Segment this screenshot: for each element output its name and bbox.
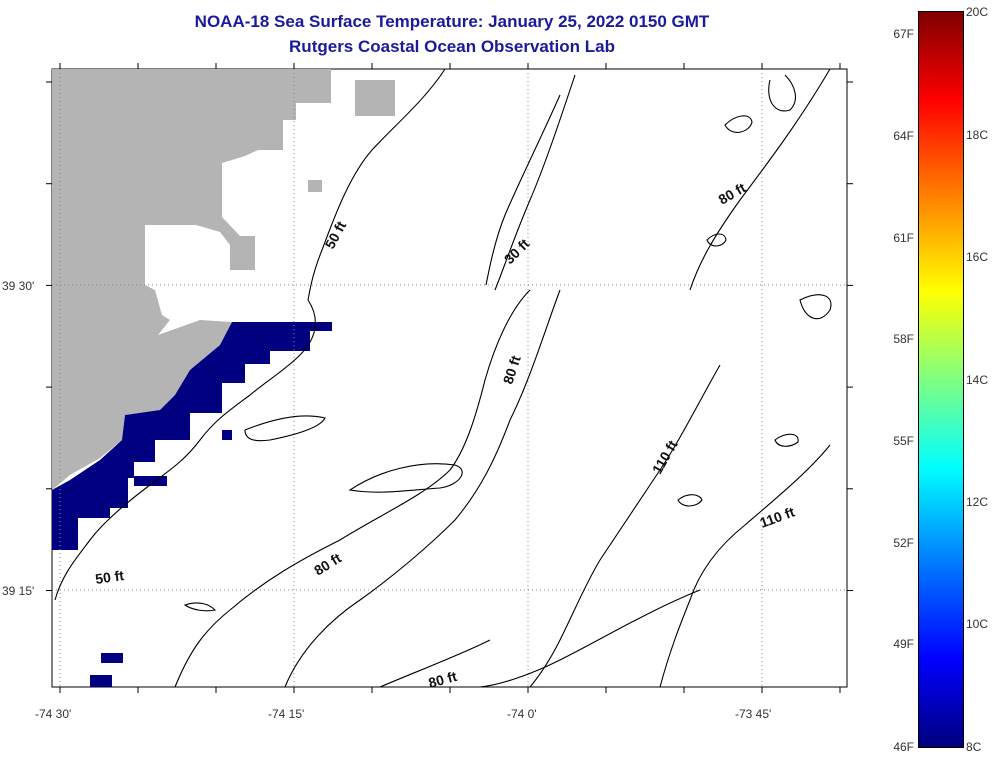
axis-ticks (46, 63, 853, 693)
colorbar-f-label: 49F (893, 637, 914, 651)
lat-label: 39 15' (2, 584, 34, 598)
colorbar-f-label: 52F (893, 536, 914, 550)
colorbar-c-label: 8C (966, 740, 982, 754)
temperature-colorbar (918, 11, 964, 748)
colorbar-f-label: 64F (893, 129, 914, 143)
colorbar-f-label: 58F (893, 332, 914, 346)
colorbar-f-label: 67F (893, 27, 914, 41)
colorbar-f-label: 46F (893, 740, 914, 754)
lat-labels: 39 30' 39 15' (2, 279, 34, 598)
colorbar-c-label: 20C (966, 5, 989, 19)
contour-label: 50 ft (94, 567, 125, 587)
lon-label: -73 45' (735, 707, 771, 721)
map-subtitle: Rutgers Coastal Ocean Observation Lab (289, 37, 615, 56)
lon-labels: -74 30' -74 15' -74 0' -73 45' (35, 707, 771, 721)
lat-label: 39 30' (2, 279, 34, 293)
colorbar-c-label: 18C (966, 128, 989, 142)
colorbar-f-label: 61F (893, 231, 914, 245)
colorbar-c-label: 16C (966, 250, 989, 264)
lon-label: -74 0' (507, 707, 537, 721)
colorbar-c-label: 12C (966, 495, 989, 509)
cold-sst-area (52, 322, 332, 687)
contour-label: 80 ft (427, 668, 459, 691)
colorbar-f-label: 55F (893, 434, 914, 448)
map-title: NOAA-18 Sea Surface Temperature: January… (194, 12, 710, 31)
land-area (52, 69, 395, 490)
depth-contours (54, 68, 832, 688)
colorbar-c-label: 14C (966, 373, 989, 387)
colorbar-c-label: 10C (966, 617, 989, 631)
lon-label: -74 15' (268, 707, 304, 721)
lon-label: -74 30' (35, 707, 71, 721)
